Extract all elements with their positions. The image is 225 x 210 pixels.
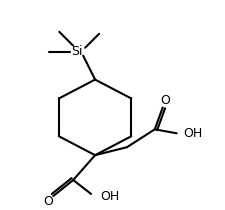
Text: O: O xyxy=(159,94,169,107)
Text: OH: OH xyxy=(183,127,202,140)
Text: Si: Si xyxy=(71,45,83,58)
Text: OH: OH xyxy=(100,190,119,203)
Text: O: O xyxy=(43,196,53,209)
